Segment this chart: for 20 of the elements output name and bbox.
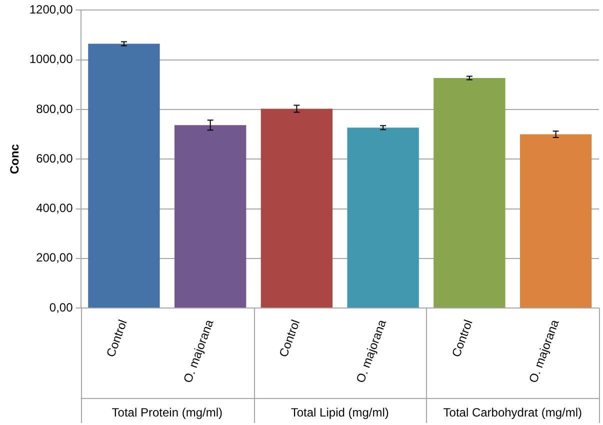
text: Total Protein (mg/ml): [112, 405, 222, 420]
text: Total Carbohydrat (mg/ml): [443, 405, 582, 420]
y-axis-title: Conc: [8, 144, 22, 174]
y-tick-label: 200,00: [36, 250, 74, 265]
text: Total Lipid (mg/ml): [290, 405, 389, 420]
bar: [434, 78, 506, 308]
bar: [260, 108, 333, 308]
y-tick-label: 600,00: [36, 151, 74, 166]
y-tick-label: 1000,00: [29, 52, 74, 66]
bar: [347, 128, 419, 308]
x-tick-label: Control: [449, 318, 476, 359]
y-tick-label: 1200,00: [29, 2, 74, 17]
x-tick-label: Control: [104, 318, 130, 359]
y-tick-label: 400,00: [36, 201, 74, 216]
y-tick-label: 800,00: [36, 102, 74, 116]
bar: [174, 125, 246, 308]
y-tick-label: 0,00: [49, 300, 74, 314]
bar: [520, 134, 592, 308]
bar: [88, 44, 160, 308]
x-tick-label: Control: [276, 318, 303, 359]
